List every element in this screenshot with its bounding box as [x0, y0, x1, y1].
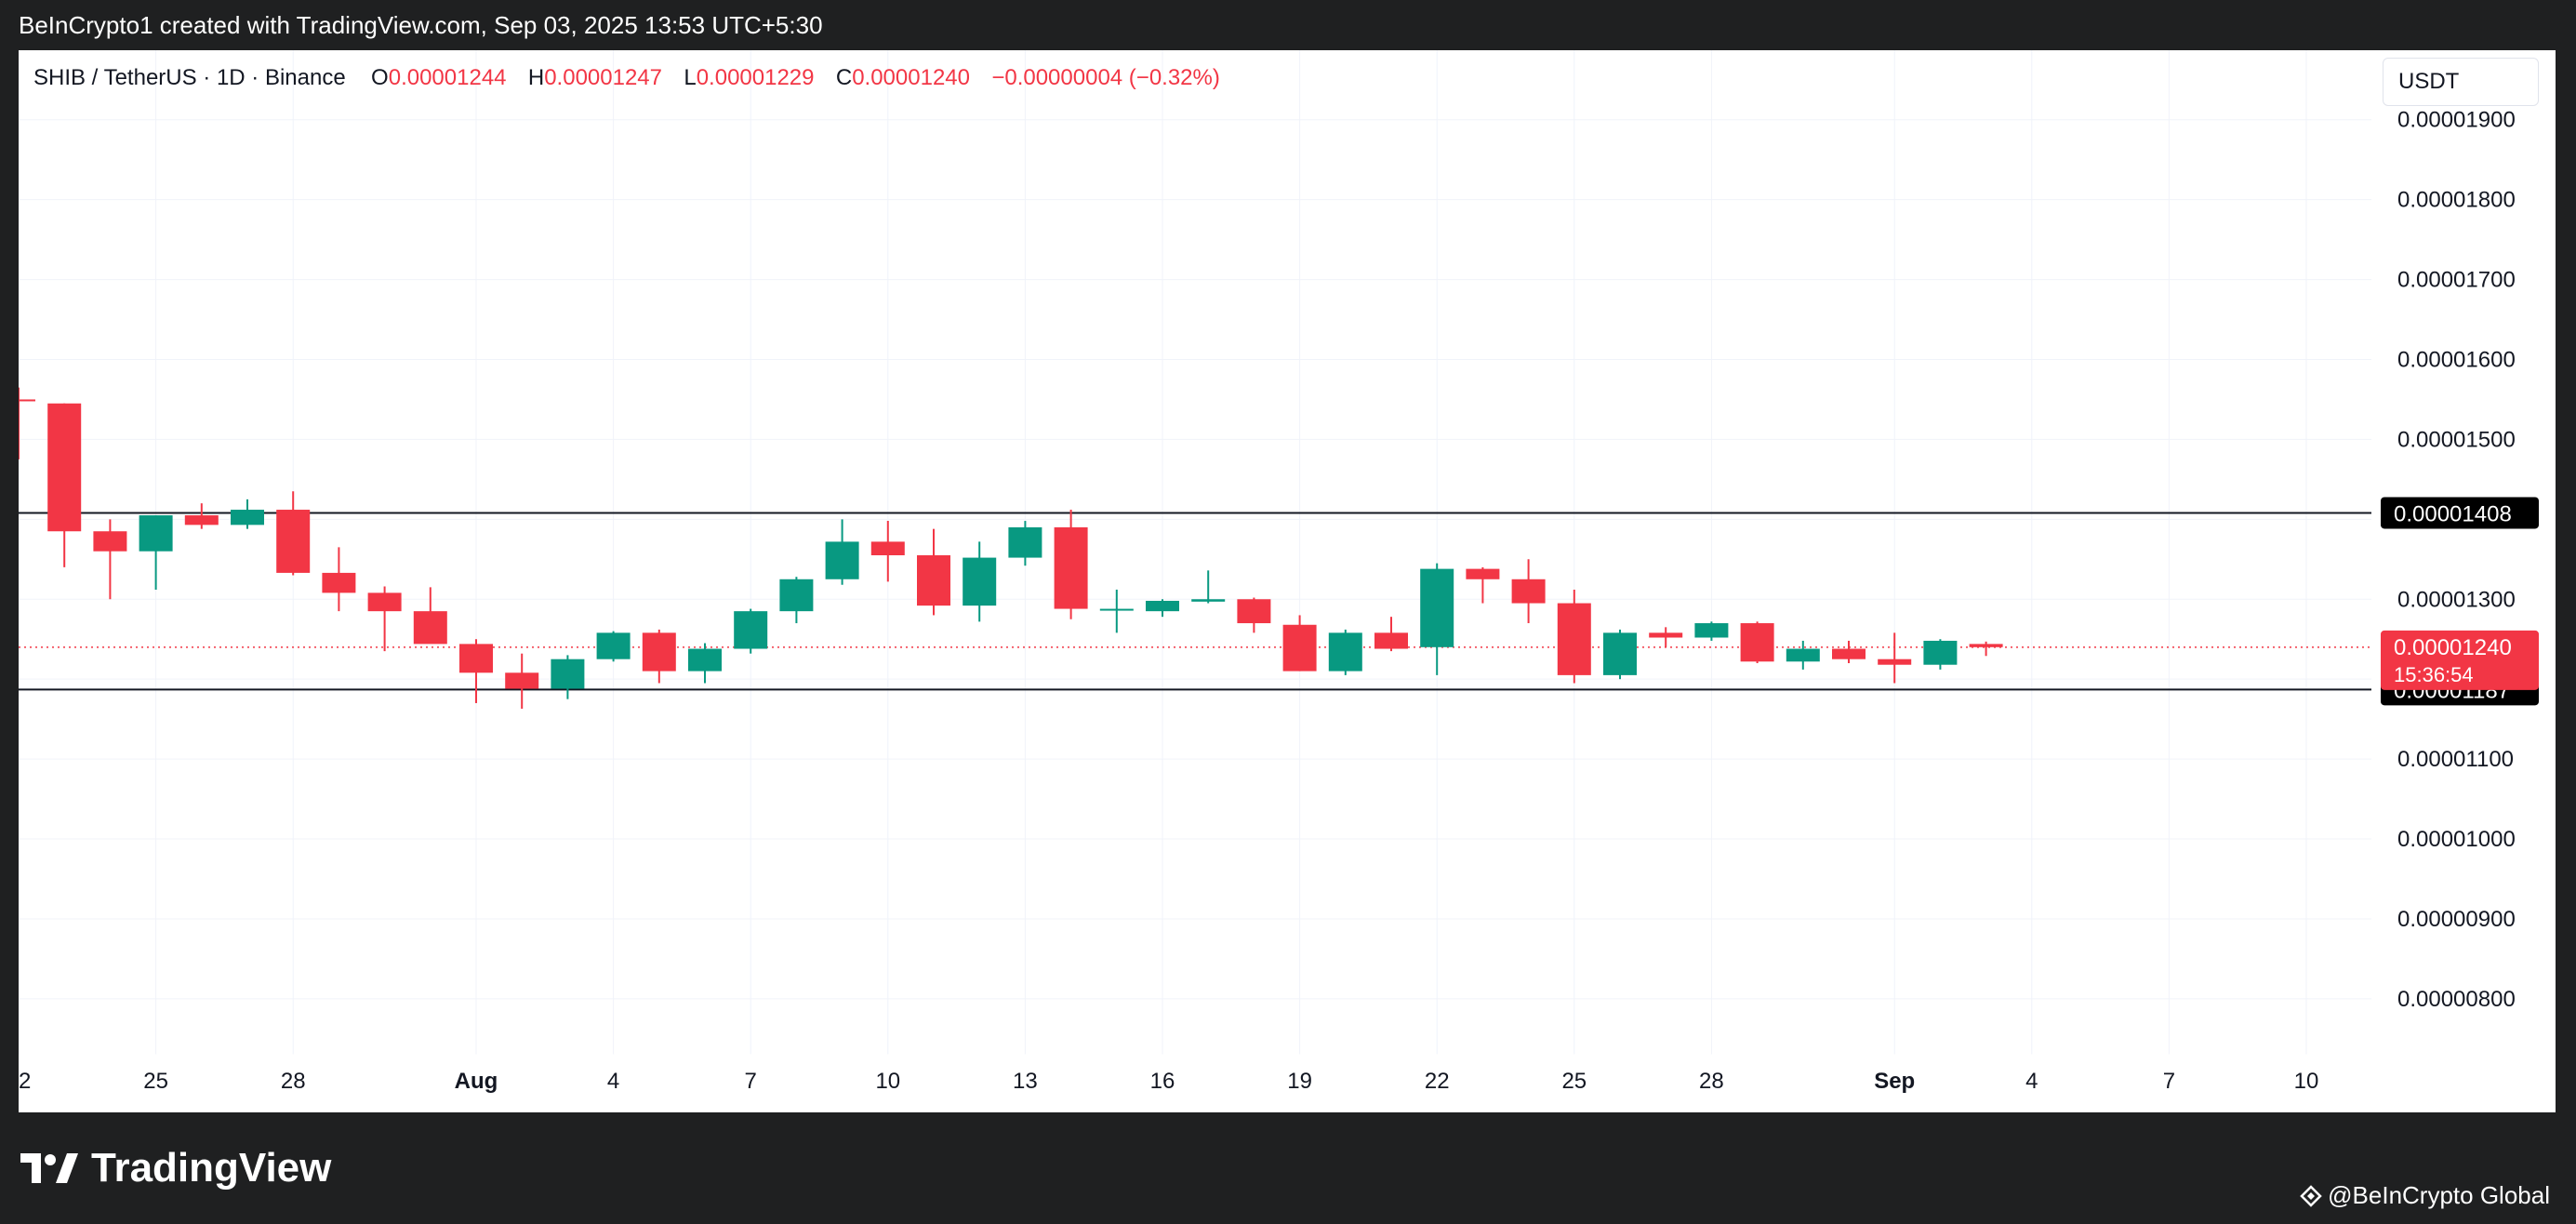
candle-body-down[interactable]	[1466, 568, 1500, 579]
candle-body-down[interactable]	[1282, 624, 1317, 672]
y-tick-label: 0.00001600	[2397, 348, 2516, 373]
currency-selector[interactable]: USDT	[2383, 58, 2539, 106]
candle-body-down[interactable]	[1054, 526, 1088, 609]
credit-text: @BeInCrypto Global	[2328, 1181, 2550, 1209]
candle-body-down[interactable]	[1557, 603, 1591, 675]
header-caption: BeInCrypto1 created with TradingView.com…	[19, 11, 823, 39]
x-tick-label: 19	[1287, 1069, 1312, 1094]
x-tick-label: 22	[1425, 1069, 1450, 1094]
candle-body-down[interactable]	[459, 644, 493, 673]
y-tick-label: 0.00000800	[2397, 987, 2516, 1012]
candle-body-down[interactable]	[1969, 644, 2003, 647]
last-price-tag	[2381, 630, 2539, 690]
close-value: 0.00001240	[852, 65, 970, 90]
x-tick-label: Aug	[455, 1069, 498, 1094]
chart-panel[interactable]: 22 25 28 Aug 4 7 10 13 16 19 22 25 28 Sep 4 7 10 0.000019…	[19, 50, 2556, 1112]
close-label: C	[835, 65, 853, 90]
x-tick-label: 7	[2163, 1069, 2175, 1094]
header-bar: BeInCrypto1 created with TradingView.com…	[0, 0, 2576, 50]
x-tick-label: 16	[1150, 1069, 1175, 1094]
tradingview-logo[interactable]: TradingView	[20, 1144, 331, 1192]
high-value: 0.00001247	[544, 65, 662, 90]
x-tick-label: 10	[875, 1069, 900, 1094]
low-label: L	[684, 65, 697, 90]
candle-body-down[interactable]	[1649, 632, 1683, 638]
y-tick-label: 0.00001500	[2397, 427, 2516, 452]
x-tick-label: 28	[281, 1069, 306, 1094]
candle-body-up[interactable]	[963, 557, 997, 606]
candle-body-up[interactable]	[596, 632, 631, 659]
x-tick-label: 13	[1013, 1069, 1038, 1094]
candle-body-down[interactable]	[1237, 599, 1271, 624]
candle-body-up[interactable]	[825, 541, 859, 579]
y-tick-label: 0.00000900	[2397, 907, 2516, 932]
diamond-icon	[2300, 1184, 2322, 1207]
candle-body-up[interactable]	[1694, 623, 1729, 638]
y-tick-label: 0.00001000	[2397, 827, 2516, 852]
x-tick-label: 25	[1561, 1069, 1587, 1094]
candle-body-down[interactable]	[917, 555, 950, 606]
open-value: 0.00001244	[388, 65, 507, 90]
candle-body-down[interactable]	[93, 531, 127, 552]
candle-body-down[interactable]	[276, 510, 311, 573]
candle-body-down[interactable]	[1511, 579, 1546, 604]
candle-body-up[interactable]	[1146, 600, 1179, 612]
y-tick-label: 0.00001900	[2397, 108, 2516, 133]
candle-body-up[interactable]	[734, 611, 768, 649]
currency-label: USDT	[2398, 69, 2460, 94]
y-tick-label: 0.00001300	[2397, 587, 2516, 612]
candle-body-down[interactable]	[870, 541, 905, 556]
last-price-label: 0.00001240	[2394, 635, 2512, 660]
change-value: −0.00000004 (−0.32%)	[991, 65, 1220, 90]
x-tick-label: 25	[143, 1069, 168, 1094]
x-tick-label: 10	[2294, 1069, 2319, 1094]
candle-body-down[interactable]	[505, 672, 539, 689]
candle-body-down[interactable]	[1740, 623, 1774, 662]
x-tick-label: 22	[19, 1069, 31, 1094]
candle-body-up[interactable]	[1923, 640, 1958, 665]
candlestick-chart[interactable]: 22 25 28 Aug 4 7 10 13 16 19 22 25 28 Sep 4 7 10 0.000019…	[19, 50, 2556, 1112]
candle-body-up[interactable]	[551, 659, 585, 689]
candle-body-down[interactable]	[322, 572, 356, 593]
y-tick-label: 0.00001700	[2397, 268, 2516, 293]
candle-body-up[interactable]	[688, 648, 722, 672]
candle-body-up[interactable]	[1603, 632, 1637, 675]
candle-body-up[interactable]	[139, 515, 173, 552]
candle-body-up[interactable]	[1420, 568, 1454, 647]
bar-countdown-label: 15:36:54	[2394, 663, 2474, 686]
low-value: 0.00001229	[696, 65, 815, 90]
candle-body-up[interactable]	[1328, 632, 1362, 672]
symbol-legend: SHIB / TetherUS · 1D · Binance O0.000012…	[33, 65, 1220, 91]
candle-body-up[interactable]	[231, 510, 264, 526]
level-price-tag	[2381, 497, 2539, 529]
tradingview-logo-icon	[20, 1153, 78, 1183]
candle-body-down[interactable]	[413, 611, 447, 645]
symbol-name[interactable]: SHIB / TetherUS · 1D · Binance	[33, 65, 346, 90]
x-tick-label: 4	[2025, 1069, 2038, 1094]
candle-body-up[interactable]	[1786, 648, 1820, 662]
x-tick-label: 28	[1699, 1069, 1724, 1094]
candle-body-down[interactable]	[47, 403, 82, 532]
candle-body-down[interactable]	[19, 399, 35, 402]
x-tick-label: Sep	[1874, 1069, 1915, 1094]
y-tick-label: 0.00001100	[2397, 747, 2514, 772]
high-label: H	[527, 65, 545, 90]
y-tick-label: 0.00001800	[2397, 188, 2516, 213]
logo-text: TradingView	[91, 1145, 332, 1191]
candle-body-down[interactable]	[1832, 648, 1866, 659]
candle-body-up[interactable]	[1099, 608, 1134, 611]
x-tick-label: 7	[745, 1069, 757, 1094]
candle-body-up[interactable]	[1191, 599, 1226, 602]
candle-body-up[interactable]	[1008, 526, 1042, 558]
level-price-label: 0.00001408	[2394, 501, 2512, 526]
candle-body-up[interactable]	[779, 579, 814, 612]
candle-body-down[interactable]	[642, 632, 676, 672]
candle-body-down[interactable]	[367, 592, 402, 612]
candle-body-down[interactable]	[1878, 659, 1912, 665]
open-label: O	[371, 65, 389, 90]
x-tick-label: 4	[607, 1069, 619, 1094]
candle-body-down[interactable]	[1374, 632, 1408, 649]
candle-body-down[interactable]	[184, 515, 219, 526]
footer-credit: @BeInCrypto Global	[2300, 1181, 2550, 1210]
